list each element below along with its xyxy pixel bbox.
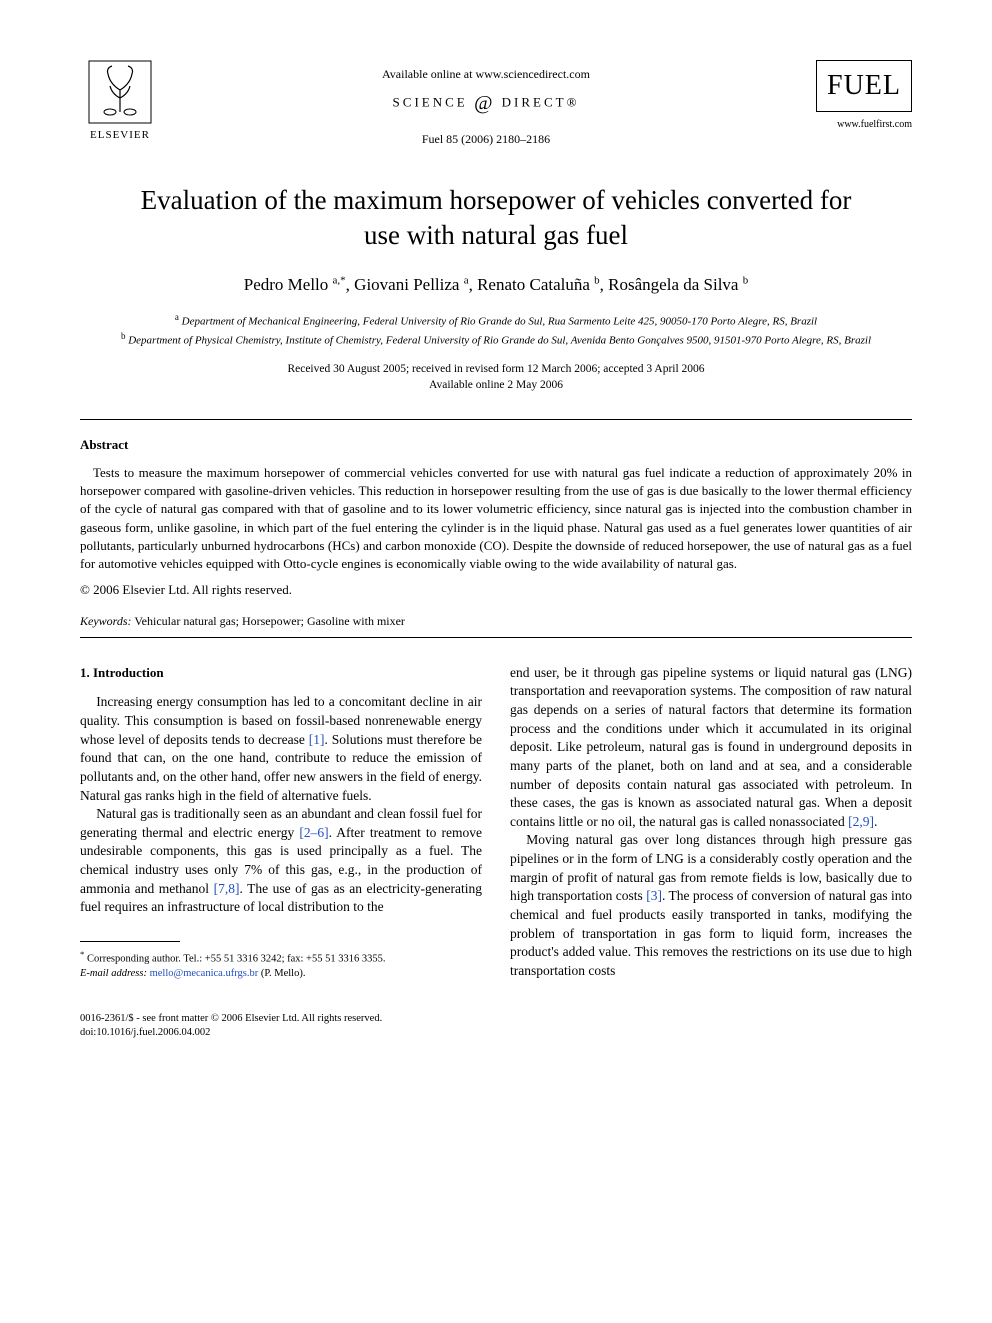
intro-para-1: Increasing energy consumption has led to…	[80, 693, 482, 805]
dates-received: Received 30 August 2005; received in rev…	[80, 361, 912, 377]
journal-logo-box: FUEL	[816, 60, 912, 112]
ref-link-3[interactable]: [3]	[646, 888, 662, 903]
footer-block: 0016-2361/$ - see front matter © 2006 El…	[80, 1012, 482, 1041]
intro-para-2-cont: end user, be it through gas pipeline sys…	[510, 664, 912, 832]
sd-at-icon: @	[474, 92, 495, 114]
left-column: 1. Introduction Increasing energy consum…	[80, 638, 482, 1041]
affiliation-a: a Department of Mechanical Engineering, …	[110, 311, 882, 330]
footnote-rule	[80, 941, 180, 942]
ref-link-2-6[interactable]: [2–6]	[299, 825, 328, 840]
sd-right: DIRECT®	[502, 95, 580, 110]
footnote-corr: * Corresponding author. Tel.: +55 51 331…	[80, 948, 482, 967]
author-1: Pedro Mello a,*	[244, 275, 346, 294]
intro-para-2: Natural gas is traditionally seen as an …	[80, 805, 482, 917]
header: ELSEVIER Available online at www.science…	[80, 60, 912, 147]
sciencedirect-logo: SCIENCE @ DIRECT®	[160, 90, 812, 117]
intro-para-3: Moving natural gas over long distances t…	[510, 831, 912, 980]
rule-above-abstract	[80, 419, 912, 420]
corresponding-author-footnote: * Corresponding author. Tel.: +55 51 331…	[80, 948, 482, 982]
keywords-text: Vehicular natural gas; Horsepower; Gasol…	[132, 614, 405, 628]
section-1-heading: 1. Introduction	[80, 664, 482, 682]
ref-link-7-8[interactable]: [7,8]	[214, 881, 240, 896]
footer-doi: doi:10.1016/j.fuel.2006.04.002	[80, 1026, 482, 1041]
abstract-copyright: © 2006 Elsevier Ltd. All rights reserved…	[80, 581, 912, 599]
email-link[interactable]: mello@mecanica.ufrgs.br	[150, 968, 259, 979]
elsevier-tree-icon	[88, 60, 152, 124]
dates-online: Available online 2 May 2006	[80, 377, 912, 393]
abstract-heading: Abstract	[80, 436, 912, 454]
authors-line: Pedro Mello a,*, Giovani Pelliza a, Rena…	[80, 274, 912, 298]
body-columns: 1. Introduction Increasing energy consum…	[80, 638, 912, 1041]
paper-title: Evaluation of the maximum horsepower of …	[120, 183, 872, 253]
journal-reference: Fuel 85 (2006) 2180–2186	[160, 131, 812, 147]
journal-logo-block: FUEL www.fuelfirst.com	[812, 60, 912, 131]
keywords-label: Keywords:	[80, 614, 132, 628]
author-3: Renato Cataluña b	[477, 275, 600, 294]
footnote-email: E-mail address: mello@mecanica.ufrgs.br …	[80, 967, 482, 982]
abstract-text: Tests to measure the maximum horsepower …	[80, 464, 912, 573]
author-2: Giovani Pelliza a	[354, 275, 468, 294]
author-4: Rosângela da Silva b	[608, 275, 748, 294]
ref-link-2-9[interactable]: [2,9]	[848, 814, 874, 829]
journal-logo-text: FUEL	[827, 67, 901, 105]
keywords: Keywords: Vehicular natural gas; Horsepo…	[80, 613, 912, 629]
affiliation-b: b Department of Physical Chemistry, Inst…	[110, 330, 882, 349]
right-column: end user, be it through gas pipeline sys…	[510, 638, 912, 1041]
header-center: Available online at www.sciencedirect.co…	[160, 60, 812, 147]
ref-link-1[interactable]: [1]	[309, 732, 325, 747]
article-dates: Received 30 August 2005; received in rev…	[80, 361, 912, 393]
publisher-name: ELSEVIER	[90, 128, 150, 143]
affiliations: a Department of Mechanical Engineering, …	[110, 311, 882, 349]
journal-url: www.fuelfirst.com	[812, 118, 912, 132]
available-online-text: Available online at www.sciencedirect.co…	[160, 66, 812, 82]
publisher-logo: ELSEVIER	[80, 60, 160, 145]
footer-front-matter: 0016-2361/$ - see front matter © 2006 El…	[80, 1012, 482, 1027]
sd-left: SCIENCE	[393, 95, 468, 110]
